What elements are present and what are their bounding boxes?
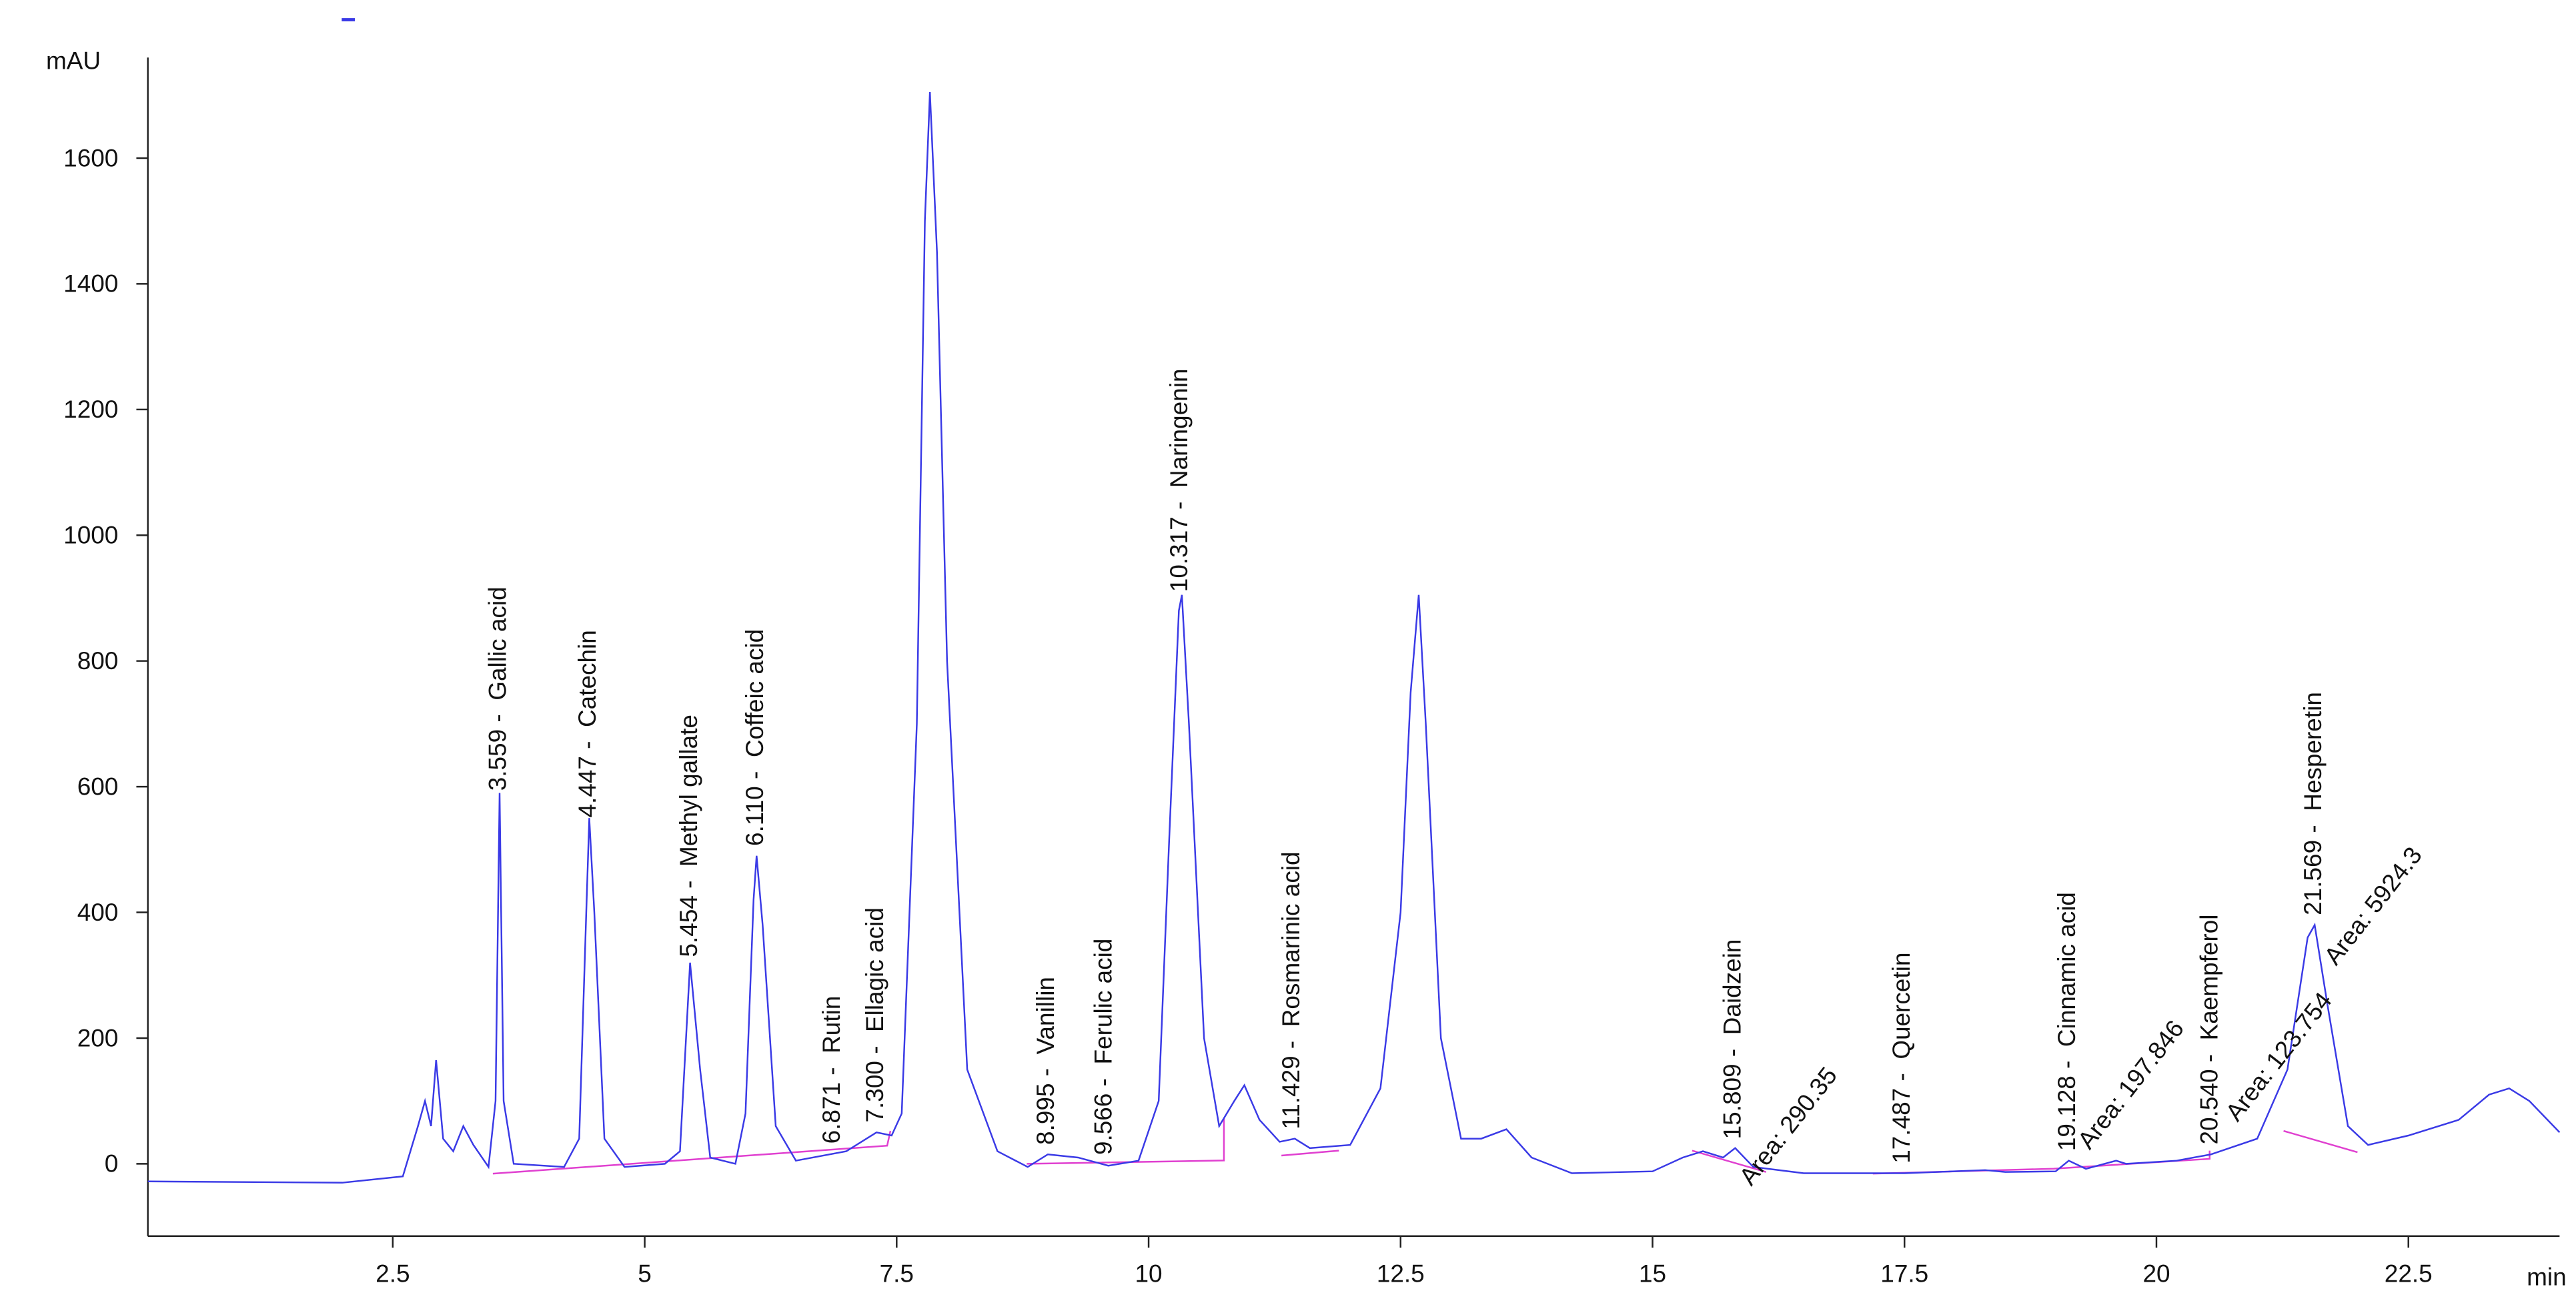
y-tick-label: 600 [77, 773, 119, 800]
peak-label: 15.809 - Daidzein [1719, 939, 1746, 1140]
baseline [1692, 1150, 1767, 1173]
x-tick-label: 2.5 [376, 1260, 410, 1288]
area-label: Area: 197.846 [2072, 1015, 2189, 1154]
chromatogram-trace [147, 91, 2561, 1184]
area-label: Area: 5924.3 [2319, 842, 2427, 970]
baseline [1027, 1118, 1225, 1165]
x-axis-label: min [2527, 1264, 2567, 1291]
peak-label: 20.540 - Kaempferol [2195, 914, 2222, 1144]
peak-label: 5.454 - Methyl gallate [675, 715, 702, 957]
peak-label: 3.559 - Gallic acid [484, 586, 512, 791]
x-tick-label: 15 [1639, 1260, 1666, 1288]
baseline [2283, 1130, 2358, 1154]
x-tick-label: 5 [638, 1260, 652, 1288]
y-tick-label: 400 [77, 899, 119, 926]
baseline [1281, 1150, 1339, 1157]
peak-label: 19.128 - Cinnamic acid [2053, 892, 2080, 1151]
x-tick-label: 20 [2142, 1260, 2170, 1288]
peak-label: 9.566 - Ferulic acid [1089, 939, 1117, 1155]
peak-label: 6.110 - Coffeic acid [741, 629, 768, 846]
x-tick-label: 22.5 [2385, 1260, 2433, 1288]
y-tick-label: 1000 [63, 522, 118, 549]
y-tick-label: 200 [77, 1024, 119, 1051]
y-tick-label: 1400 [63, 270, 118, 298]
x-tick-label: 7.5 [880, 1260, 914, 1288]
peak-label: 8.995 - Vanillin [1032, 977, 1059, 1145]
peak-label: 7.300 - Ellagic acid [861, 907, 888, 1122]
peak-label: 10.317 - Naringenin [1165, 368, 1193, 592]
y-axis-label: mAU [46, 47, 101, 74]
peak-label: 17.487 - Quercetin [1888, 952, 1915, 1163]
x-tick-label: 17.5 [1880, 1260, 1928, 1288]
y-tick-label: 1600 [63, 144, 118, 171]
peak-label: 4.447 - Catechin [574, 630, 601, 817]
peak-label: 11.429 - Rosmarinic acid [1277, 851, 1305, 1129]
x-tick-label: 12.5 [1377, 1260, 1425, 1288]
y-tick-label: 0 [105, 1150, 119, 1178]
x-tick-label: 10 [1135, 1260, 1162, 1288]
y-tick-label: 1200 [63, 396, 118, 423]
y-tick-label: 800 [77, 647, 119, 675]
area-label: Area: 123.754 [2220, 987, 2337, 1126]
peak-label: 6.871 - Rutin [818, 996, 845, 1144]
peak-label: 21.569 - Hesperetin [2299, 692, 2327, 915]
